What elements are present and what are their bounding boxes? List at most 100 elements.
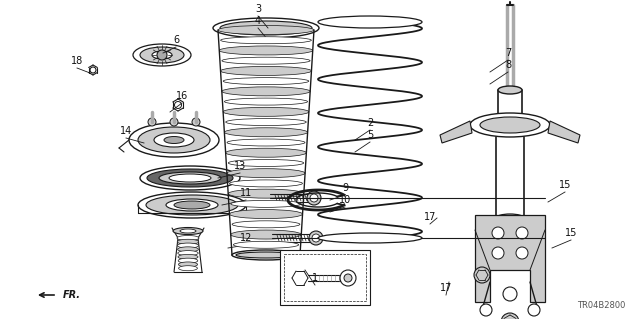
Ellipse shape [164,137,184,144]
Text: 18: 18 [71,56,83,66]
Ellipse shape [178,247,198,252]
Ellipse shape [154,133,194,147]
Text: 3: 3 [255,4,261,14]
Ellipse shape [178,258,198,263]
Ellipse shape [480,117,540,133]
Text: 17: 17 [440,283,452,293]
Ellipse shape [159,172,221,184]
Circle shape [175,101,182,108]
Ellipse shape [496,214,524,222]
Ellipse shape [147,169,233,187]
Ellipse shape [179,262,198,267]
Text: 15: 15 [565,228,577,238]
Ellipse shape [222,87,310,96]
Ellipse shape [232,250,300,260]
Ellipse shape [213,18,319,38]
Text: 15: 15 [559,180,571,190]
Ellipse shape [318,16,422,28]
Ellipse shape [228,160,304,167]
Ellipse shape [173,227,203,234]
Ellipse shape [230,210,303,219]
Ellipse shape [178,254,198,259]
Ellipse shape [221,37,312,44]
Text: 10: 10 [339,195,351,205]
Circle shape [192,118,200,126]
Ellipse shape [227,169,305,178]
Ellipse shape [140,47,184,63]
Text: 4: 4 [255,16,261,26]
Circle shape [307,191,321,205]
Ellipse shape [218,26,314,34]
Ellipse shape [129,123,219,157]
Ellipse shape [226,148,307,157]
Circle shape [516,227,528,239]
Polygon shape [548,121,580,143]
Ellipse shape [174,201,210,209]
Ellipse shape [231,200,301,207]
Circle shape [492,247,504,259]
Text: 8: 8 [505,60,511,70]
Ellipse shape [177,243,198,248]
Text: 7: 7 [505,48,511,58]
Ellipse shape [222,57,310,64]
Ellipse shape [180,229,196,233]
Ellipse shape [227,139,305,146]
Circle shape [492,227,504,239]
Circle shape [170,118,178,126]
Ellipse shape [226,119,307,126]
Circle shape [309,231,323,245]
Ellipse shape [138,127,210,153]
Polygon shape [440,121,472,143]
Ellipse shape [236,252,296,258]
Text: 5: 5 [367,130,373,140]
Text: 1: 1 [312,273,318,283]
Ellipse shape [133,44,191,66]
Ellipse shape [178,251,198,256]
Text: 2: 2 [367,118,373,128]
Ellipse shape [223,78,309,85]
Text: 12: 12 [240,233,252,243]
Circle shape [312,234,320,242]
Circle shape [340,270,356,286]
Ellipse shape [232,250,300,259]
Ellipse shape [220,46,313,55]
Circle shape [148,118,156,126]
Text: 17: 17 [424,212,436,222]
Bar [280,250,370,305]
Circle shape [474,267,490,283]
Circle shape [501,313,519,319]
Ellipse shape [225,98,308,105]
Circle shape [90,67,96,73]
Bar [284,254,366,301]
Ellipse shape [138,192,246,218]
Ellipse shape [223,107,309,116]
Ellipse shape [318,233,422,243]
Ellipse shape [166,199,218,211]
Ellipse shape [177,239,199,244]
Text: 11: 11 [240,188,252,198]
Circle shape [157,50,167,60]
Text: 14: 14 [120,126,132,136]
Circle shape [516,247,528,259]
Circle shape [480,304,492,316]
Ellipse shape [230,180,303,187]
Text: FR.: FR. [63,290,81,300]
Ellipse shape [498,86,522,94]
Ellipse shape [146,195,238,215]
Text: 6: 6 [173,35,179,45]
Ellipse shape [228,189,304,198]
Ellipse shape [140,166,240,190]
Text: TR04B2800: TR04B2800 [577,301,625,310]
Ellipse shape [234,241,299,248]
Ellipse shape [177,235,199,241]
Polygon shape [475,215,545,302]
Ellipse shape [232,221,300,228]
Ellipse shape [470,113,550,137]
Circle shape [310,194,318,202]
Text: 13: 13 [234,161,246,171]
Circle shape [344,274,352,282]
Circle shape [528,304,540,316]
Ellipse shape [221,66,312,75]
Text: 9: 9 [342,183,348,193]
Ellipse shape [220,21,312,35]
